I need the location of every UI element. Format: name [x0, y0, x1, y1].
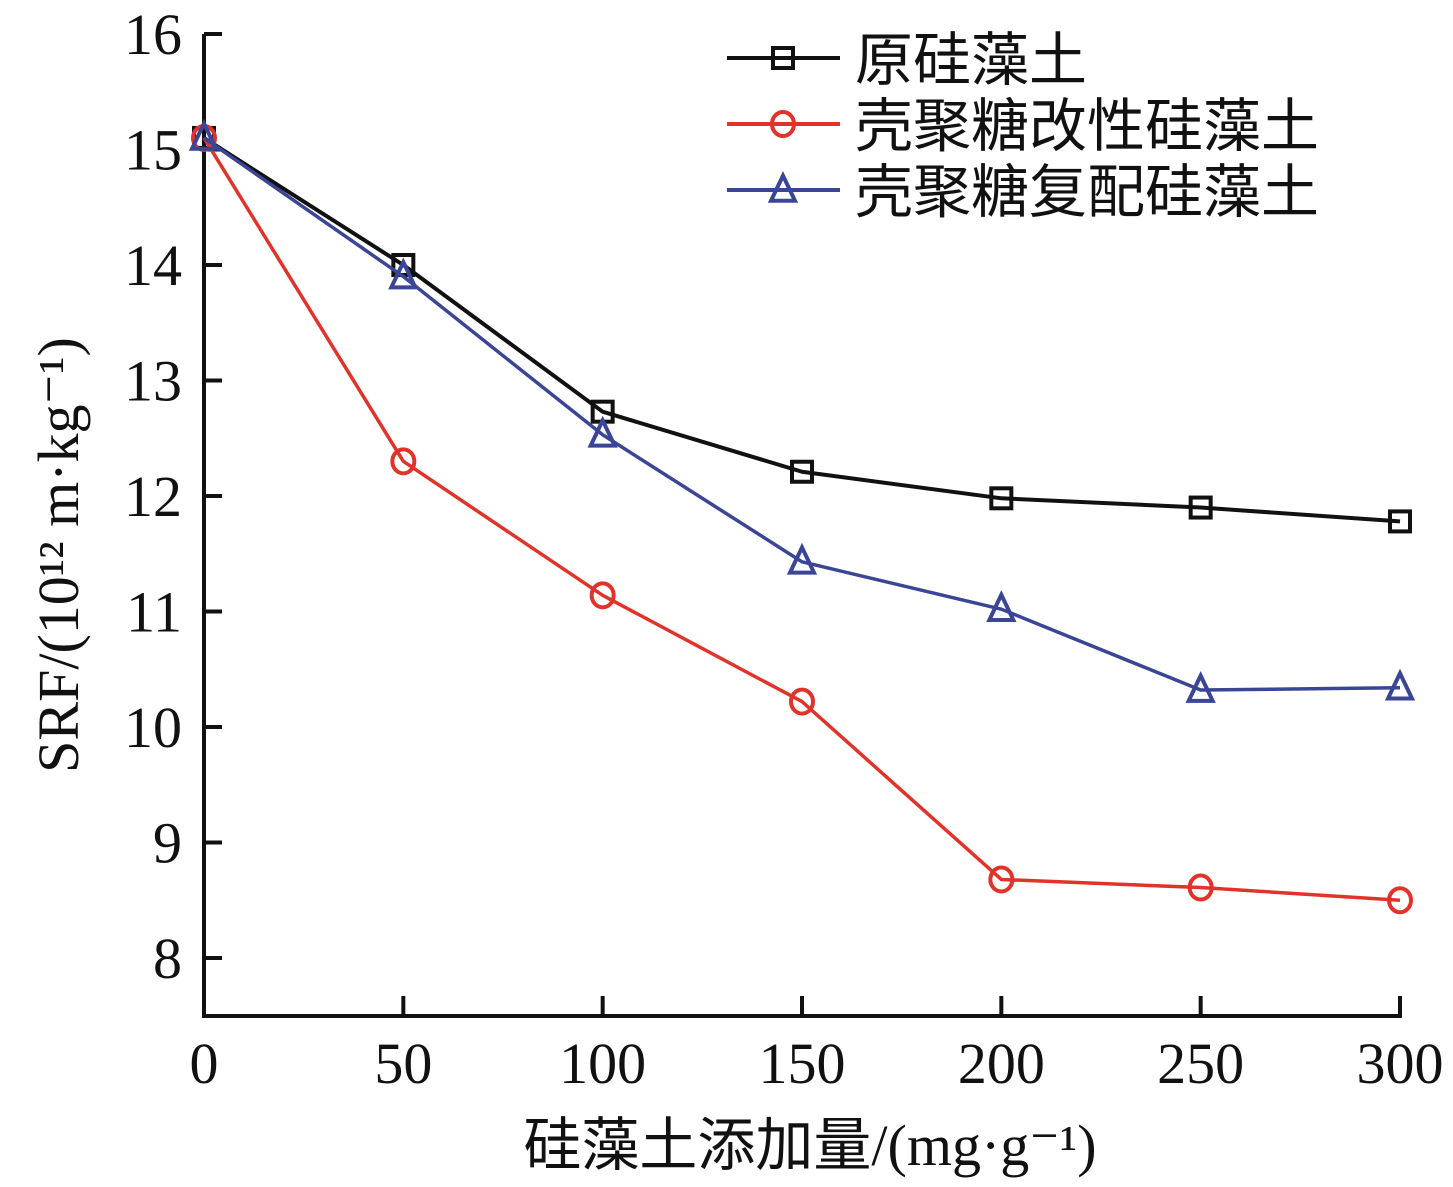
- data-point-circle: [1387, 886, 1413, 915]
- y-tick-label: 15: [124, 118, 182, 183]
- y-tick-label: 8: [153, 926, 182, 991]
- series-circle: [191, 123, 1413, 915]
- data-point-triangle: [986, 590, 1017, 622]
- x-tick-label: 50: [374, 1031, 432, 1096]
- legend-item: 原硅藻土: [727, 26, 1087, 94]
- x-tick-label: 300: [1357, 1031, 1444, 1096]
- x-tick-label: 0: [190, 1031, 219, 1096]
- series-triangle: [188, 118, 1416, 703]
- x-tick-label: 100: [559, 1031, 646, 1096]
- y-tick-label: 9: [153, 811, 182, 876]
- legend-marker-triangle: [767, 170, 799, 203]
- data-point-square: [1188, 495, 1213, 520]
- data-point-circle: [789, 687, 815, 716]
- x-ticks: 0 50 100 150 200 250 300: [190, 996, 1444, 1096]
- data-point-triangle: [587, 415, 618, 448]
- data-point-triangle: [786, 542, 818, 575]
- data-point-triangle: [388, 257, 419, 290]
- y-ticks: 8 9 10 11 12 13 14 15 16: [124, 2, 222, 991]
- y-tick-label: 10: [124, 695, 182, 760]
- y-axis-title-text: SRF/(10¹² m·kg⁻¹): [26, 337, 91, 773]
- y-axis-title-main: SRF/(10¹² m·kg⁻¹): [26, 337, 91, 773]
- legend-label: 原硅藻土: [855, 26, 1087, 94]
- y-tick-label: 11: [126, 580, 182, 645]
- legend-item: 壳聚糖改性硅藻土: [727, 92, 1319, 160]
- series-line-circle: [202, 137, 1401, 902]
- legend-label: 壳聚糖改性硅藻土: [855, 92, 1319, 160]
- y-tick-label: 12: [124, 464, 182, 529]
- data-point-square: [790, 459, 814, 484]
- y-tick-label: 16: [124, 2, 182, 67]
- y-tick-label: 13: [124, 349, 182, 414]
- data-point-square: [1388, 509, 1412, 534]
- data-point-square: [989, 486, 1014, 511]
- x-tick-label: 150: [759, 1031, 846, 1096]
- series-layer: [188, 118, 1416, 915]
- series-line-triangle: [203, 136, 1401, 692]
- legend-label: 壳聚糖复配硅藻土: [855, 158, 1319, 226]
- y-tick-label: 14: [124, 233, 182, 298]
- x-axis-title: 硅藻土添加量/(mg·g⁻¹): [523, 1113, 1096, 1178]
- data-point-circle: [589, 581, 616, 610]
- y-axis-title: SRF/(10¹² m·kg⁻¹): [26, 337, 91, 773]
- data-point-triangle: [188, 118, 220, 151]
- legend-item: 壳聚糖复配硅藻土: [727, 158, 1319, 226]
- data-point-circle: [390, 447, 417, 476]
- data-point-circle: [1187, 873, 1214, 902]
- data-point-triangle: [1185, 670, 1216, 703]
- x-tick-label: 200: [958, 1031, 1045, 1096]
- legend-marker-circle: [770, 110, 796, 138]
- data-point-triangle: [1384, 668, 1416, 701]
- x-tick-label: 250: [1157, 1031, 1244, 1096]
- legend-marker-square: [771, 46, 795, 70]
- data-point-circle: [988, 865, 1015, 894]
